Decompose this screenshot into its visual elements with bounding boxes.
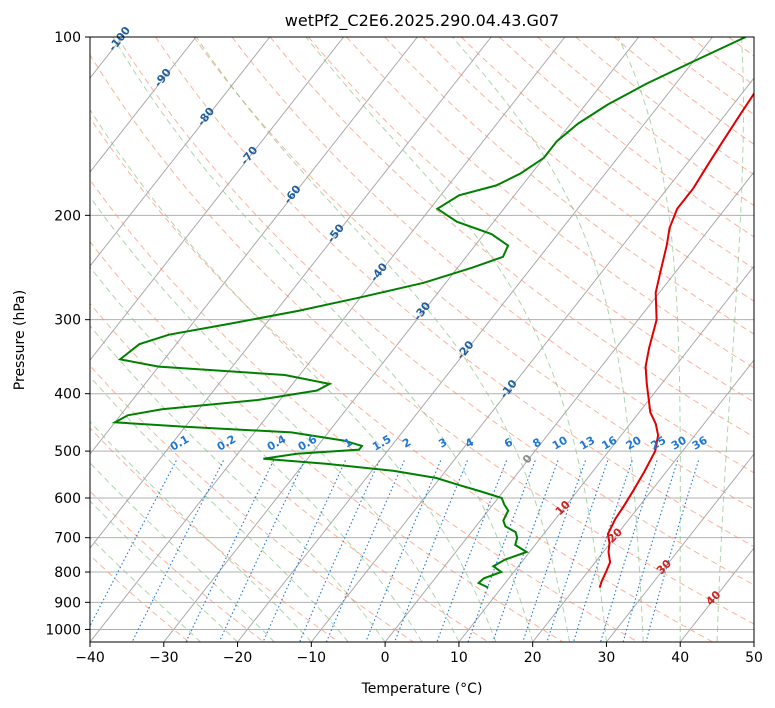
x-tick-label: −30 <box>149 650 179 666</box>
y-tick-label: 700 <box>54 531 81 547</box>
temperature-trace <box>598 91 754 588</box>
moist-adiabat-line <box>90 420 312 642</box>
mixing-ratio-line <box>299 460 380 642</box>
isotherm-line <box>90 37 492 549</box>
dry-adiabat-line <box>384 37 754 335</box>
dry-adiabat-line <box>155 37 754 548</box>
dry-adiabat-line <box>499 37 754 238</box>
y-axis-label: Pressure (hPa) <box>12 290 28 390</box>
moist-adiabat-line <box>617 37 681 642</box>
dry-adiabat-line <box>90 53 754 625</box>
x-tick-label: 40 <box>671 650 689 666</box>
moist-adiabat-line <box>90 108 497 642</box>
dry-adiabat-line <box>90 490 265 642</box>
y-tick-label: 300 <box>54 313 81 329</box>
isotherm-line <box>90 37 566 642</box>
isotherm-line <box>458 265 754 642</box>
x-tick-label: 30 <box>598 650 616 666</box>
mixing-ratio-line <box>467 460 536 642</box>
y-tick-label: 800 <box>54 565 81 581</box>
moist-adiabat-line <box>305 37 607 642</box>
isotherm-line <box>90 37 418 455</box>
moist-adiabat-line <box>90 462 275 642</box>
dry-adiabat-line <box>116 37 754 586</box>
axes: −40 −30 −20 −10 0 10 20 30 40 50 100 200 300 400 500 60… <box>45 30 763 666</box>
y-tick-label: 600 <box>54 491 81 507</box>
isotherm-line <box>90 37 271 267</box>
y-tick-label: 1000 <box>45 622 81 638</box>
x-tick-label: 10 <box>450 650 468 666</box>
x-tick-label: 50 <box>745 650 763 666</box>
moist-adiabat-line <box>90 196 460 642</box>
y-tick-label: 500 <box>54 444 81 460</box>
y-tick-label: 400 <box>54 387 81 403</box>
isotherm-line <box>237 37 713 642</box>
y-tick-label: 200 <box>54 208 81 224</box>
x-axis-label: Temperature (°C) <box>361 681 483 697</box>
x-tick-label: −40 <box>75 650 105 666</box>
isotherm-line <box>310 77 754 642</box>
mixing-ratio-line <box>436 460 508 642</box>
moist-adiabat-line <box>452 37 644 642</box>
dry-adiabat-line <box>90 364 414 642</box>
x-tick-label: −10 <box>297 650 327 666</box>
plot-frame <box>89 36 755 643</box>
x-tick-label: −20 <box>223 650 253 666</box>
moist-adiabat-line <box>112 37 534 642</box>
dewpoint-trace <box>111 37 747 589</box>
mixing-ratio-line <box>218 460 306 642</box>
mixing-ratio-line <box>262 460 346 642</box>
isotherm-line <box>532 359 754 642</box>
mixing-ratio-line <box>394 460 468 642</box>
isotherm-line <box>90 37 197 173</box>
mixing-ratio-line <box>131 460 224 642</box>
moist-adiabat-line <box>90 266 423 642</box>
background-lines <box>90 37 754 642</box>
chart-title: wetPf2_C2E6.2025.290.04.43.G07 <box>285 11 559 31</box>
moist-adiabat-line <box>90 325 386 642</box>
mixing-ratio-line <box>546 460 609 642</box>
dry-adiabat-line <box>346 37 754 369</box>
mixing-ratio-line <box>185 460 275 642</box>
dry-adiabat-line <box>575 37 754 176</box>
moist-adiabat-line <box>90 500 238 642</box>
sounding-traces <box>111 37 754 589</box>
y-tick-label: 900 <box>54 595 81 611</box>
x-tick-label: 0 <box>381 650 390 666</box>
moist-adiabat-line <box>195 37 571 642</box>
mixing-ratio-line <box>325 460 405 642</box>
dry-adiabat-line <box>90 240 564 642</box>
mixing-ratio-line <box>365 460 442 642</box>
dry-adiabat-line <box>308 37 754 403</box>
dry-adiabat-line <box>269 37 754 438</box>
dry-adiabat-line <box>613 37 754 146</box>
x-tick-label: 20 <box>524 650 542 666</box>
isotherm-line <box>90 37 344 361</box>
isotherm-line <box>384 171 754 642</box>
y-tick-label: 100 <box>54 30 81 46</box>
isotherm-line <box>606 453 754 642</box>
moist-adiabat-line <box>90 536 202 642</box>
dry-adiabat-line <box>231 37 754 474</box>
mixing-ratio-line <box>522 460 587 642</box>
dry-adiabat-line <box>460 37 754 270</box>
moist-adiabat-line <box>716 37 744 642</box>
